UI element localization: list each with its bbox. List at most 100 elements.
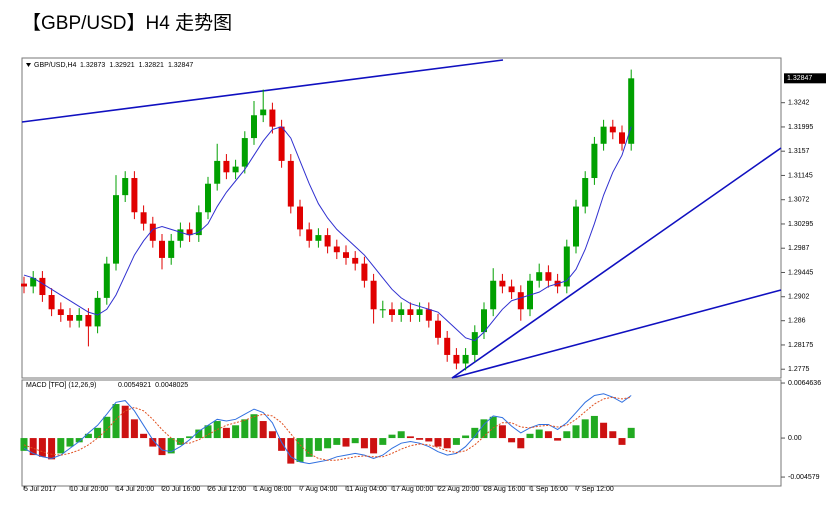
macd-bar (480, 419, 488, 439)
macd-bar (241, 419, 249, 439)
macd-reading: 0.0054921 (118, 382, 151, 389)
macd-bar (167, 438, 175, 454)
y-tick-label: 1.3242 (788, 100, 810, 107)
macd-bar (581, 419, 589, 439)
macd-bar (416, 438, 424, 440)
macd-bar (333, 438, 341, 445)
x-tick-label: 11 Aug 04:00 (346, 486, 387, 493)
macd-bar (186, 436, 194, 439)
candle-body (48, 295, 55, 310)
candle-body (389, 309, 395, 315)
macd-bar (204, 425, 212, 439)
macd-bar (590, 415, 598, 439)
macd-bar (526, 433, 534, 439)
moving-average (23, 126, 632, 342)
y-tick-label: 1.2902 (788, 294, 810, 301)
price-panel (21, 57, 782, 379)
macd-reading: 0.0048025 (155, 382, 188, 389)
y-tick-label: 1.2987 (788, 245, 810, 252)
macd-bar (75, 438, 83, 443)
y-tick-label: 1.28175 (788, 342, 813, 349)
candle-body (94, 297, 101, 327)
symbol-label: GBP/USD,H4 (34, 62, 77, 69)
x-tick-label: 28 Aug 16:00 (484, 486, 525, 493)
candle-body (159, 240, 165, 258)
candle-body (186, 229, 193, 236)
x-tick-label: 22 Aug 20:00 (438, 486, 479, 493)
macd-bar (213, 421, 221, 439)
macd-bar (370, 438, 378, 454)
macd-bar (544, 431, 552, 439)
macd-bar (130, 419, 138, 439)
candle-body (168, 240, 175, 258)
macd-bar (287, 438, 295, 464)
candle-body (149, 223, 156, 241)
candle-body (573, 206, 579, 247)
macd-bar (29, 438, 37, 456)
macd-bar (388, 434, 396, 439)
candle-body (113, 195, 119, 264)
macd-bar (379, 438, 387, 445)
x-tick-label: 1 Aug 08:00 (254, 486, 291, 493)
candle-body (140, 212, 147, 224)
candle-body (444, 337, 451, 355)
candle-body (333, 246, 340, 253)
candle-body (416, 309, 423, 315)
candle-body (57, 309, 64, 315)
macd-bar (103, 416, 111, 439)
candle-body (297, 206, 303, 230)
candle-body (21, 283, 27, 287)
candle-body (251, 115, 257, 139)
ohlc-value: 1.32821 (139, 62, 164, 69)
candle-body (103, 263, 110, 298)
macd-bar (600, 422, 608, 439)
macd-bar (443, 438, 451, 449)
candle-body (462, 354, 469, 364)
price-tag-label: 1.32847 (787, 75, 812, 82)
candle-body (241, 138, 248, 167)
x-tick-label: 5 Jul 2017 (24, 486, 56, 493)
price-tag (784, 73, 826, 84)
macd-bar (471, 427, 479, 439)
candle-body (352, 257, 359, 264)
macd-bar (121, 405, 129, 439)
candle-body (517, 292, 524, 310)
macd-bar (195, 429, 203, 439)
macd-bar (84, 433, 92, 439)
macd-bar (434, 438, 442, 447)
candle-body (315, 235, 322, 241)
macd-bar (627, 427, 635, 439)
x-tick-label: 26 Jul 12:00 (208, 486, 246, 493)
candle-body (223, 160, 230, 173)
menu-arrow (26, 63, 31, 67)
macd-bar (57, 438, 65, 454)
candle-body (379, 309, 386, 311)
candle-body (499, 280, 506, 287)
macd-bar (351, 438, 359, 444)
y-tick-label: 0.00 (788, 435, 802, 442)
candle-body (425, 309, 432, 321)
macd-bar (618, 438, 626, 445)
candle-body (591, 143, 598, 179)
macd-bar (296, 438, 304, 462)
candle-body (195, 212, 202, 236)
macd-bar (425, 438, 433, 442)
macd-bar (250, 414, 258, 439)
candle-body (435, 320, 441, 338)
candle-body (30, 277, 37, 287)
candle-body (361, 263, 368, 281)
x-tick-label: 17 Aug 00:00 (392, 486, 433, 493)
macd-line (23, 396, 632, 461)
candle-body (232, 166, 239, 173)
candle-body (481, 309, 487, 333)
candle-body (343, 252, 349, 258)
candle-body (628, 78, 635, 144)
candle-body (545, 272, 552, 281)
ohlc-value: 1.32921 (109, 62, 134, 69)
y-tick-label: 1.31145 (788, 172, 813, 179)
candle-body (214, 160, 221, 184)
candle-body (122, 178, 129, 196)
macd-bar (508, 438, 516, 443)
candle-body (508, 286, 515, 293)
